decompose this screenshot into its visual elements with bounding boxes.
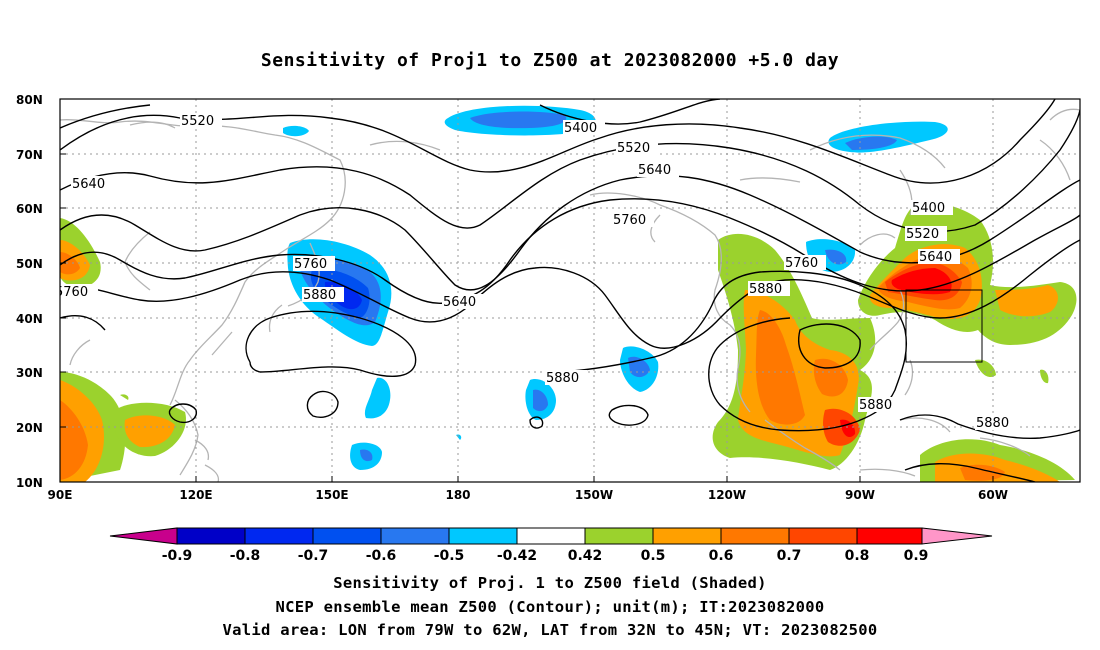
contour-label: 5400 <box>564 121 597 136</box>
contour-label: 5760 <box>55 285 88 300</box>
colorbar-labels: -0.9 -0.8 -0.7 -0.6 -0.5 -0.42 0.42 0.5 … <box>162 548 929 564</box>
lon-label: 150W <box>575 488 613 502</box>
colorbar-label: 0.8 <box>845 548 870 564</box>
colorbar-label: -0.5 <box>434 548 465 564</box>
lat-label: 60N <box>16 202 43 216</box>
axis-ticks <box>60 98 994 483</box>
colorbar-label: -0.8 <box>230 548 261 564</box>
contour-label: 5640 <box>72 177 105 192</box>
lon-label: 90E <box>48 488 73 502</box>
colorbar-label: -0.9 <box>162 548 193 564</box>
contour-label: 5760 <box>785 256 818 271</box>
latitude-labels: 80N 70N 60N 50N 40N 30N 20N 10N <box>16 93 43 490</box>
map-frame <box>59 98 1081 483</box>
contour-label: 5640 <box>638 163 671 178</box>
lon-label: 120W <box>708 488 746 502</box>
contour-label: 5520 <box>181 114 214 129</box>
lat-label: 10N <box>16 476 43 490</box>
colorbar-label: 0.7 <box>777 548 802 564</box>
lon-label: 150E <box>315 488 348 502</box>
colorbar-label: -0.7 <box>298 548 329 564</box>
colorbar-label: 0.9 <box>904 548 929 564</box>
valid-area-box <box>905 289 983 363</box>
colorbar-swatch <box>720 527 790 545</box>
contour-label: 5640 <box>443 295 476 310</box>
contour-label: 5640 <box>919 250 952 265</box>
lat-label: 50N <box>16 257 43 271</box>
contour-label: 5760 <box>294 257 327 272</box>
lat-label: 70N <box>16 148 43 162</box>
lat-label: 40N <box>16 312 43 326</box>
longitude-labels: 90E 120E 150E 180 150W 120W 90W 60W <box>48 488 1008 502</box>
contour-label: 5880 <box>546 371 579 386</box>
colorbar-swatch <box>380 527 450 545</box>
lon-label: 120E <box>179 488 212 502</box>
contour-labels: 5520 5400 5520 5640 5640 5760 5760 5880 … <box>55 113 1017 431</box>
colorbar-swatch <box>244 527 314 545</box>
contour-label: 5520 <box>617 141 650 156</box>
colorbar-label: -0.6 <box>366 548 397 564</box>
contour-label: 5760 <box>613 213 646 228</box>
lon-label: 90W <box>845 488 875 502</box>
colorbar-label: 0.42 <box>568 548 603 564</box>
caption-shaded: Sensitivity of Proj. 1 to Z500 field (Sh… <box>333 574 767 592</box>
contour-label: 5520 <box>906 227 939 242</box>
caption-valid-area: Valid area: LON from 79W to 62W, LAT fro… <box>222 621 878 639</box>
colorbar-swatch <box>448 527 518 545</box>
colorbar-swatch <box>856 527 923 545</box>
colorbar-label: 0.5 <box>641 548 666 564</box>
colorbar-swatch <box>516 527 586 545</box>
colorbar-swatch <box>176 527 246 545</box>
chart-title: Sensitivity of Proj1 to Z500 at 20230820… <box>260 50 840 71</box>
colorbar-swatch <box>652 527 722 545</box>
contour-label: 5400 <box>912 201 945 216</box>
lon-label: 60W <box>978 488 1008 502</box>
lon-label: 180 <box>445 488 470 502</box>
lat-label: 30N <box>16 366 43 380</box>
lat-label: 20N <box>16 421 43 435</box>
colorbar-swatch <box>584 527 654 545</box>
colorbar-swatch <box>312 527 382 545</box>
lat-label: 80N <box>16 93 43 107</box>
colorbar-label: -0.42 <box>497 548 537 564</box>
caption-contour: NCEP ensemble mean Z500 (Contour); unit(… <box>275 598 825 616</box>
contour-label: 5880 <box>303 288 336 303</box>
colorbar-label: 0.6 <box>709 548 734 564</box>
contour-label: 5880 <box>859 398 892 413</box>
colorbar-swatch-over <box>921 527 993 545</box>
colorbar-swatch <box>788 527 858 545</box>
colorbar-swatch-under <box>109 527 178 545</box>
contour-label: 5880 <box>976 416 1009 431</box>
contour-label: 5880 <box>749 282 782 297</box>
colorbar <box>109 527 993 545</box>
